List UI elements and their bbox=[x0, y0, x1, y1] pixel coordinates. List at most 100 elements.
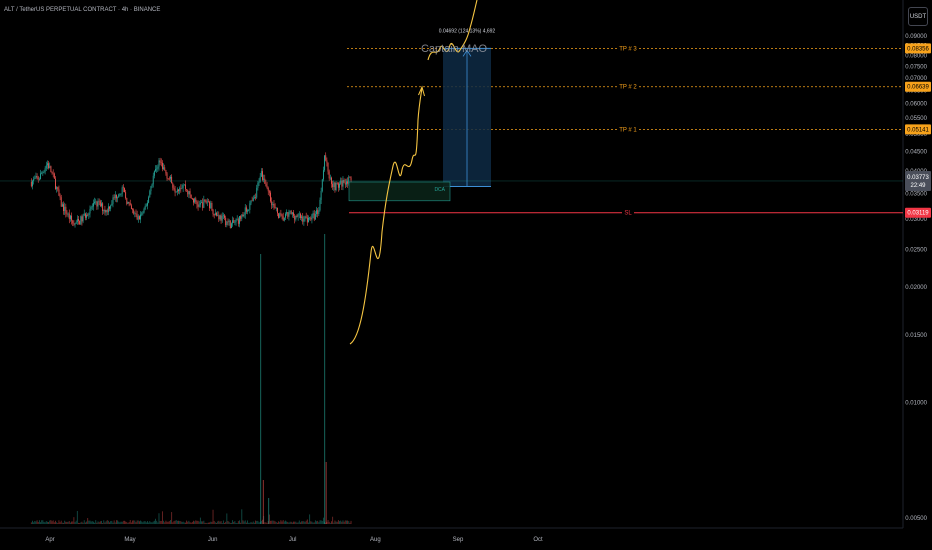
candle-body bbox=[174, 189, 176, 193]
candle-body bbox=[283, 217, 285, 221]
volume-bars bbox=[30, 234, 352, 524]
candle-body bbox=[294, 215, 296, 220]
volume-bar bbox=[193, 520, 194, 524]
volume-bar bbox=[211, 521, 213, 524]
candle-body bbox=[242, 214, 244, 217]
volume-bar bbox=[180, 521, 182, 524]
volume-bar bbox=[264, 522, 266, 524]
candle-body bbox=[211, 202, 213, 210]
candle-body bbox=[349, 177, 351, 178]
candle-body bbox=[170, 176, 171, 179]
candle-body bbox=[171, 176, 173, 184]
risk-reward-label: 0.04692 (124.13%) 4,692 bbox=[439, 28, 496, 34]
candle-body bbox=[247, 210, 248, 212]
candle-body bbox=[92, 203, 94, 207]
candle-body bbox=[232, 220, 234, 224]
candle-body bbox=[134, 213, 136, 214]
volume-bar bbox=[344, 520, 346, 524]
candle-body bbox=[194, 198, 196, 203]
candle-body bbox=[168, 178, 170, 180]
candle-body bbox=[69, 215, 71, 219]
volume-bar bbox=[298, 520, 300, 524]
volume-bar bbox=[179, 520, 181, 524]
currency-button[interactable]: USDT bbox=[908, 7, 928, 26]
candle-body bbox=[34, 178, 36, 180]
volume-bar bbox=[234, 521, 236, 524]
candle-body bbox=[166, 173, 168, 179]
volume-bar bbox=[237, 521, 239, 524]
candle-body bbox=[342, 180, 344, 187]
candle-body bbox=[317, 210, 319, 214]
volume-bar bbox=[145, 522, 147, 524]
candle-body bbox=[291, 212, 293, 215]
volume-bar bbox=[170, 520, 171, 524]
volume-bar bbox=[240, 522, 242, 524]
volume-bar bbox=[203, 520, 205, 524]
candle-body bbox=[219, 215, 221, 220]
candle-body bbox=[88, 213, 90, 216]
volume-bar bbox=[66, 521, 68, 524]
candle-body bbox=[37, 177, 39, 180]
candle-body bbox=[202, 202, 204, 208]
candle-body bbox=[204, 199, 206, 201]
y-tick-label: 0.01000 bbox=[905, 400, 927, 406]
volume-bar bbox=[78, 522, 79, 524]
volume-bar bbox=[150, 522, 152, 524]
candle-body bbox=[180, 188, 182, 189]
volume-bar bbox=[167, 521, 169, 524]
volume-bar bbox=[207, 522, 209, 524]
volume-bar bbox=[216, 522, 217, 524]
candle-body bbox=[155, 169, 156, 171]
volume-bar bbox=[340, 520, 342, 524]
candle-body bbox=[156, 168, 158, 170]
candle-body bbox=[183, 184, 185, 186]
candle-body bbox=[239, 216, 240, 224]
volume-bar bbox=[196, 520, 198, 524]
candle-body bbox=[302, 216, 304, 222]
take-profit-label: TP # 1 bbox=[619, 127, 637, 133]
candle-body bbox=[55, 178, 56, 189]
volume-bar bbox=[273, 520, 275, 524]
candle-body bbox=[329, 177, 331, 179]
candle-body bbox=[222, 215, 224, 217]
volume-bar bbox=[128, 522, 130, 524]
candle-body bbox=[124, 188, 125, 193]
candle-body bbox=[61, 204, 63, 207]
candle-body bbox=[308, 217, 309, 223]
candle-body bbox=[293, 212, 294, 216]
volume-bar bbox=[95, 520, 97, 524]
y-tick-label: 0.08000 bbox=[905, 54, 927, 60]
candle-body bbox=[203, 199, 205, 208]
volume-bar bbox=[241, 509, 243, 524]
candle-body bbox=[87, 214, 89, 216]
candle-body bbox=[101, 203, 102, 207]
candle-body bbox=[150, 186, 152, 192]
volume-bar bbox=[248, 522, 250, 524]
candle-body bbox=[345, 181, 347, 185]
volume-bar bbox=[161, 511, 163, 524]
volume-bar bbox=[30, 522, 32, 524]
candle-body bbox=[262, 171, 263, 180]
volume-bar bbox=[82, 522, 84, 524]
candle-body bbox=[188, 191, 190, 195]
candle-body bbox=[127, 201, 129, 204]
volume-bar bbox=[76, 510, 78, 524]
candle-body bbox=[173, 187, 175, 190]
volume-bar bbox=[88, 520, 90, 524]
volume-bar bbox=[58, 520, 60, 524]
volume-bar bbox=[175, 520, 177, 524]
volume-bar bbox=[287, 521, 289, 524]
candle-body bbox=[132, 209, 133, 210]
volume-bar bbox=[74, 522, 76, 524]
candle-body bbox=[257, 182, 259, 188]
volume-bar bbox=[134, 520, 136, 524]
volume-bar bbox=[168, 521, 170, 524]
candle-body bbox=[311, 214, 313, 220]
candle-body bbox=[230, 223, 232, 229]
volume-bar bbox=[190, 522, 192, 524]
volume-bar bbox=[331, 521, 332, 524]
candle-body bbox=[102, 203, 104, 211]
volume-bar bbox=[224, 522, 225, 524]
volume-bar bbox=[113, 520, 115, 524]
